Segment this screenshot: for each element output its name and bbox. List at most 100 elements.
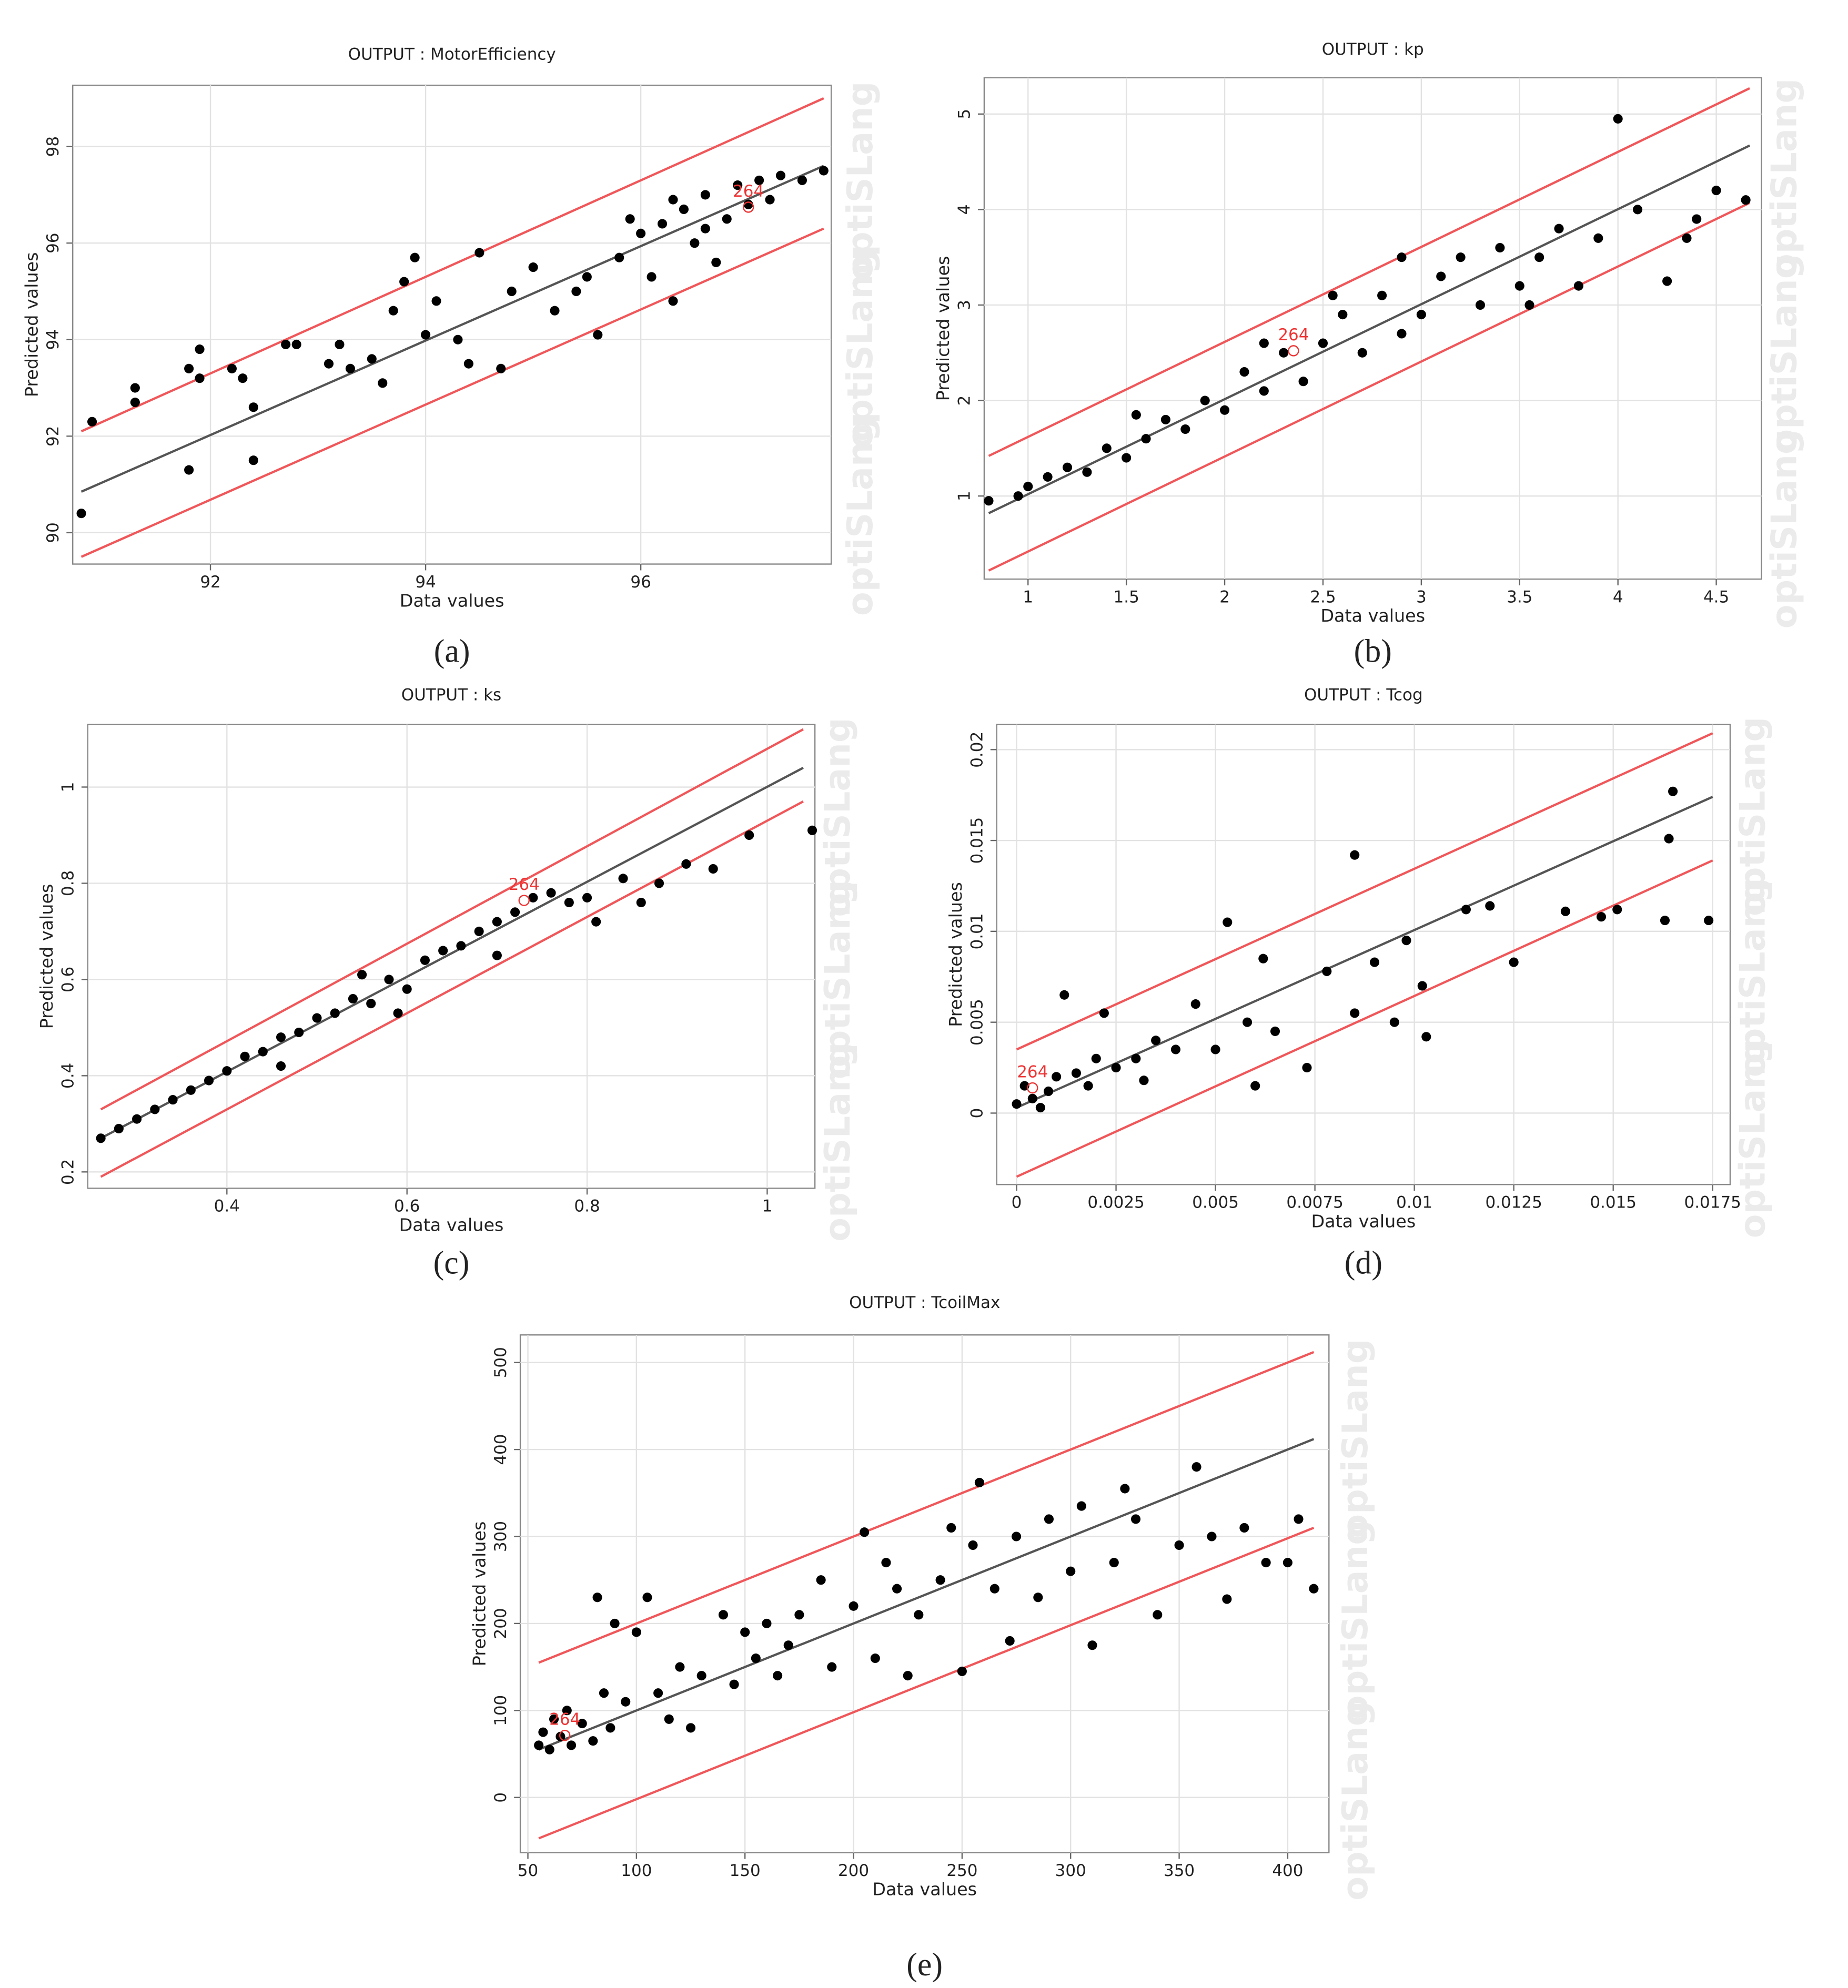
point [1012, 1099, 1022, 1109]
point [276, 1032, 286, 1042]
point [754, 175, 764, 185]
point [647, 272, 657, 282]
point [1596, 912, 1607, 922]
x-tick-label: 0.0025 [1087, 1193, 1144, 1212]
watermark: optiSLang [840, 249, 881, 448]
point [618, 874, 628, 884]
point [96, 1133, 106, 1143]
point [528, 262, 538, 272]
point [1160, 414, 1170, 424]
point [743, 199, 753, 209]
point [388, 306, 398, 316]
annotation-label: 264 [509, 875, 540, 894]
chart-title: OUTPUT : kp [1322, 40, 1424, 59]
point [775, 170, 786, 180]
point [87, 417, 97, 427]
point [849, 1601, 859, 1611]
point [1421, 1032, 1431, 1042]
point [722, 214, 732, 224]
x-tick-label: 0.0175 [1684, 1193, 1741, 1212]
point [685, 1723, 696, 1733]
x-tick-label: 300 [1055, 1861, 1086, 1880]
x-tick-label: 0.005 [1192, 1193, 1239, 1212]
point [1397, 329, 1407, 339]
x-axis-label: Data values [872, 1879, 977, 1900]
y-tick-label: 0.8 [59, 870, 78, 896]
x-tick-label: 100 [621, 1861, 652, 1880]
point [550, 306, 560, 316]
point [1190, 999, 1200, 1009]
point [431, 296, 441, 306]
point [1122, 453, 1132, 463]
point [1120, 1484, 1130, 1494]
point [1660, 916, 1670, 926]
point [675, 1662, 685, 1672]
y-tick-label: 90 [44, 522, 63, 543]
x-tick-label: 2 [1219, 587, 1230, 606]
point [186, 1085, 196, 1095]
point [546, 888, 556, 898]
point [582, 892, 592, 902]
x-tick-label: 1 [1023, 587, 1033, 606]
point [1662, 276, 1672, 286]
point [1456, 252, 1466, 262]
point [1534, 252, 1544, 262]
point [773, 1671, 783, 1681]
point [1239, 367, 1249, 377]
x-tick-label: 0.0075 [1286, 1193, 1343, 1212]
point [312, 1013, 322, 1023]
point [150, 1104, 160, 1114]
y-tick-label: 0.2 [59, 1159, 78, 1185]
point [1044, 1514, 1054, 1524]
point [1416, 310, 1426, 320]
y-tick-label: 3 [955, 300, 974, 310]
point [733, 180, 743, 190]
point [366, 999, 376, 1009]
point [636, 228, 646, 238]
point [1612, 905, 1622, 915]
point [903, 1671, 913, 1681]
y-axis-label: Predicted values [36, 884, 57, 1029]
y-tick-label: 100 [491, 1695, 510, 1726]
point [1417, 981, 1427, 991]
x-axis-label: Data values [1311, 1211, 1416, 1231]
point [1005, 1636, 1015, 1646]
point [510, 907, 520, 917]
point [668, 296, 678, 306]
point [1102, 443, 1112, 453]
x-tick-label: 400 [1272, 1861, 1303, 1880]
point [636, 897, 646, 908]
caption: (d) [1345, 1245, 1382, 1281]
point [1033, 1593, 1043, 1602]
lower-bound [80, 227, 824, 558]
point [794, 1610, 804, 1620]
annotation-marker [1288, 345, 1299, 357]
point [456, 941, 466, 951]
point [1111, 1062, 1121, 1073]
x-axis-label: Data values [399, 1214, 504, 1235]
point [614, 252, 624, 262]
point [571, 286, 581, 297]
point [765, 195, 775, 205]
point [345, 363, 355, 373]
point [657, 219, 668, 229]
point [653, 1688, 663, 1698]
point [914, 1610, 924, 1620]
point [1035, 1103, 1045, 1113]
point [984, 496, 994, 506]
x-tick-label: 0.8 [574, 1197, 600, 1216]
point [1554, 224, 1564, 234]
point [1259, 338, 1269, 348]
watermark: optiSLang [817, 880, 858, 1079]
x-tick-label: 4.5 [1703, 587, 1729, 606]
point [248, 402, 258, 412]
watermark: optiSLang [1732, 717, 1773, 916]
point [1059, 990, 1069, 1000]
point [1210, 1044, 1220, 1054]
point [1239, 1523, 1249, 1533]
point [1389, 1017, 1399, 1027]
y-tick-label: 0 [967, 1108, 986, 1119]
x-tick-label: 350 [1164, 1861, 1195, 1880]
point [621, 1697, 631, 1707]
x-axis-label: Data values [1320, 605, 1425, 626]
